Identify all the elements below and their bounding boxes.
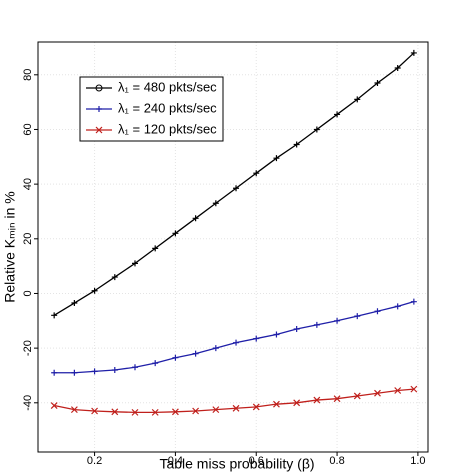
series-line xyxy=(54,301,415,374)
data-point xyxy=(111,274,118,281)
data-point xyxy=(353,392,361,400)
data-point xyxy=(152,245,159,252)
legend-label: λ₁ = 240 pkts/sec xyxy=(118,100,217,115)
data-point xyxy=(410,298,417,305)
data-point xyxy=(394,64,401,71)
data-point xyxy=(91,287,98,294)
data-point xyxy=(333,395,341,403)
data-point xyxy=(334,317,341,324)
x-tick-label: 0.2 xyxy=(87,455,102,467)
data-point xyxy=(70,406,78,414)
data-point xyxy=(252,403,260,411)
data-point xyxy=(273,155,280,162)
data-point xyxy=(50,402,58,409)
data-point xyxy=(131,260,138,267)
data-point xyxy=(212,345,219,352)
legend-label: λ₁ = 120 pkts/sec xyxy=(118,121,217,136)
x-tick-label: 0.4 xyxy=(168,455,183,467)
data-point xyxy=(313,396,321,404)
y-tick-label: -40 xyxy=(22,395,34,411)
data-point xyxy=(131,408,139,416)
data-point xyxy=(233,185,240,192)
data-point xyxy=(171,408,179,416)
x-tick-label: 1.0 xyxy=(410,455,425,467)
data-point xyxy=(71,300,78,307)
legend-marker xyxy=(96,106,102,112)
data-point xyxy=(131,364,138,371)
data-point xyxy=(172,354,179,361)
data-point xyxy=(313,321,320,328)
data-point xyxy=(273,331,280,338)
data-point xyxy=(151,408,159,416)
data-point xyxy=(374,389,381,397)
legend-marker xyxy=(95,126,103,134)
data-point xyxy=(91,407,99,415)
data-point xyxy=(374,308,381,315)
data-point xyxy=(152,360,159,367)
data-point xyxy=(410,49,417,56)
data-point xyxy=(233,339,240,346)
x-axis-label: Table miss probability (β) xyxy=(159,456,314,472)
data-point xyxy=(192,407,200,415)
data-point xyxy=(293,326,300,332)
y-tick-label: 0 xyxy=(22,290,34,296)
data-point xyxy=(212,200,219,207)
y-tick-label: 40 xyxy=(22,178,34,190)
data-point xyxy=(293,141,300,148)
data-point xyxy=(111,408,119,416)
y-tick-label: -20 xyxy=(22,340,34,356)
data-point xyxy=(394,303,401,310)
data-point xyxy=(212,406,220,414)
data-point xyxy=(394,387,402,394)
data-point xyxy=(354,96,361,103)
data-point xyxy=(273,400,280,408)
data-point xyxy=(334,111,341,118)
data-point xyxy=(192,350,199,357)
x-tick-label: 0.6 xyxy=(249,455,264,467)
data-point xyxy=(253,170,260,177)
data-point xyxy=(410,385,418,393)
data-point xyxy=(51,369,58,376)
data-point xyxy=(111,367,118,373)
data-point xyxy=(172,230,179,237)
y-tick-label: 20 xyxy=(22,233,34,245)
plot-frame xyxy=(37,41,429,453)
data-point xyxy=(51,312,58,319)
data-point xyxy=(192,215,199,222)
y-tick-label: 80 xyxy=(22,69,34,81)
data-point xyxy=(374,80,381,86)
x-tick-label: 0.8 xyxy=(329,455,344,467)
legend-label: λ₁ = 480 pkts/sec xyxy=(118,79,217,94)
data-point xyxy=(91,368,98,375)
y-tick-label: 60 xyxy=(22,123,34,135)
data-point xyxy=(354,313,361,320)
data-point xyxy=(293,399,301,407)
data-point xyxy=(313,126,320,133)
legend-marker xyxy=(95,84,103,92)
data-point xyxy=(232,404,240,412)
data-point xyxy=(71,369,78,376)
y-axis-label: Relative Kₘᵢₙ in % xyxy=(2,191,18,302)
data-point xyxy=(253,335,260,342)
